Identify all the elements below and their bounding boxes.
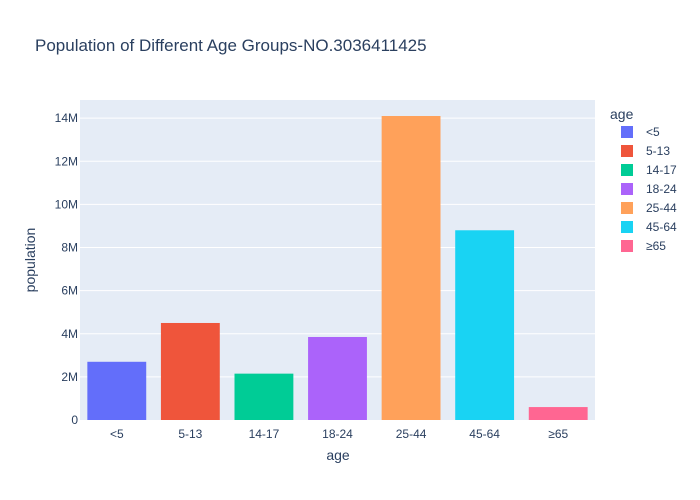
legend: age <5 5-13 14-17 18-24 25-44 45-64 ≥65 [610,106,677,253]
y-axis-ticks: 0 2M 4M 6M 8M 10M 12M 14M [55,111,79,427]
y-axis-title: population [22,228,38,293]
legend-item-label: 45-64 [646,220,677,234]
legend-item-label: 5-13 [646,144,670,158]
y-tick-label: 6M [61,284,78,298]
x-tick-label: <5 [110,427,124,441]
x-axis-title: age [326,447,350,463]
y-tick-label: 8M [61,241,78,255]
legend-swatch [621,183,633,195]
y-tick-label: 12M [55,154,78,168]
x-tick-label: 25-44 [396,427,427,441]
legend-item-label: ≥65 [646,239,666,253]
y-tick-label: 4M [61,327,78,341]
legend-item-label: 14-17 [646,163,677,177]
legend-swatch [621,126,633,138]
y-tick-label: 10M [55,197,78,211]
bar-2 [234,373,294,420]
legend-swatch [621,202,633,214]
legend-swatch [621,145,633,157]
legend-item-label: 25-44 [646,201,677,215]
legend-item-label: 18-24 [646,182,677,196]
x-tick-label: 14-17 [249,427,280,441]
x-tick-label: ≥65 [548,427,568,441]
y-tick-label: 0 [71,413,78,427]
legend-swatch [621,221,633,233]
y-tick-label: 2M [61,370,78,384]
legend-swatch [621,164,633,176]
y-tick-label: 14M [55,111,78,125]
legend-swatch [621,240,633,252]
legend-item-label: <5 [646,125,660,139]
x-axis-ticks: <5 5-13 14-17 18-24 25-44 45-64 ≥65 [110,427,569,441]
bar-3 [308,336,367,420]
x-tick-label: 45-64 [469,427,500,441]
bar-0 [87,361,147,420]
x-tick-label: 5-13 [178,427,202,441]
chart-title: Population of Different Age Groups-NO.30… [35,36,427,55]
bar-1 [160,322,220,420]
bar-4 [381,115,441,420]
bar-5 [455,230,515,420]
x-tick-label: 18-24 [322,427,353,441]
bar-6 [528,407,588,420]
bars [87,115,588,420]
legend-title: age [610,106,634,122]
